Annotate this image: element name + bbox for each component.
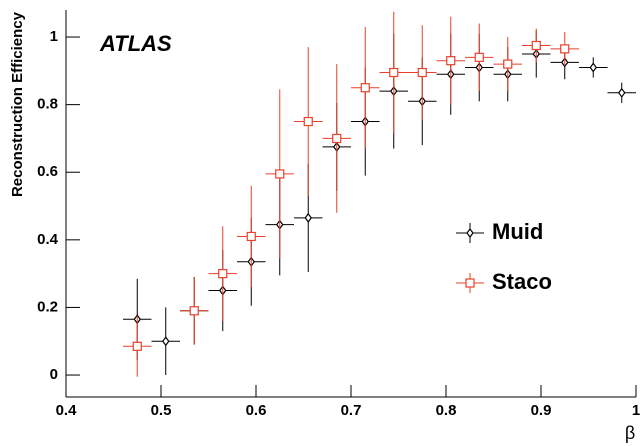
- point: [304, 212, 312, 223]
- x-tick-label: 0.5: [151, 402, 172, 419]
- point: [218, 269, 228, 279]
- y-tick-label: 0: [50, 366, 58, 383]
- annotation: ATLAS: [99, 31, 172, 56]
- x-tick-label: 0.9: [531, 402, 552, 419]
- point: [246, 231, 256, 242]
- legend-marker: [465, 278, 475, 288]
- x-tick-label: 0.4: [56, 402, 78, 419]
- point: [275, 169, 285, 179]
- y-tick-label: 0.4: [37, 231, 59, 248]
- y-axis-label: Reconstruction Efficiency: [9, 11, 26, 197]
- y-tick-label: 0.2: [37, 298, 58, 315]
- legend-marker: [466, 228, 474, 238]
- x-tick-label: 0.6: [246, 402, 267, 419]
- point: [560, 44, 570, 54]
- y-tick-label: 0.6: [37, 163, 58, 180]
- point: [303, 116, 313, 127]
- point: [446, 56, 456, 66]
- point: [162, 336, 170, 347]
- point: [132, 341, 142, 351]
- x-tick-label: 1: [632, 402, 640, 419]
- point: [531, 40, 541, 51]
- x-tick-label: 0.8: [436, 402, 457, 419]
- point: [503, 59, 513, 69]
- point: [417, 67, 427, 78]
- point: [474, 52, 484, 62]
- point: [360, 83, 370, 93]
- point: [589, 62, 597, 73]
- legend-label: Staco: [492, 269, 552, 294]
- y-tick-label: 0.8: [37, 96, 58, 113]
- x-tick-label: 0.7: [341, 402, 362, 419]
- point: [189, 306, 199, 316]
- point: [389, 67, 399, 78]
- x-axis-label: β: [625, 423, 635, 443]
- legend-label: Muid: [492, 219, 543, 244]
- y-tick-label: 1: [50, 28, 58, 45]
- point: [618, 87, 626, 98]
- point: [332, 133, 342, 144]
